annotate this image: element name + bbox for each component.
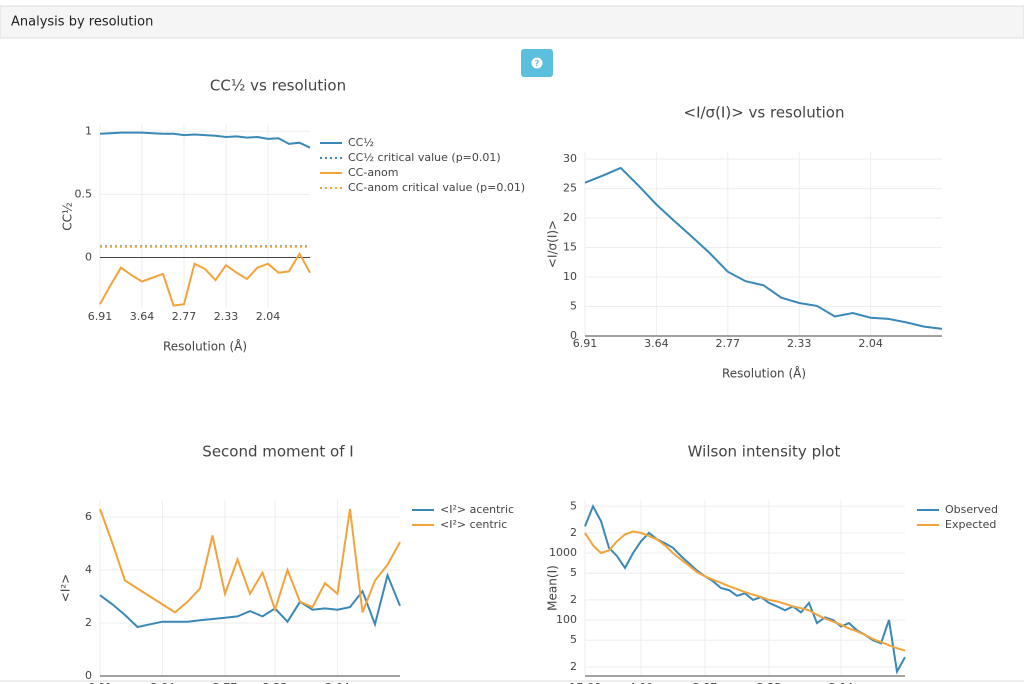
y-tick-label: 2 — [570, 660, 577, 673]
x-tick-label: 2.87 — [693, 681, 718, 684]
x-tick-label: 2.33 — [214, 310, 239, 323]
y-tick-label: 25 — [563, 182, 577, 195]
x-tick-label: 6.91 — [88, 681, 113, 684]
chart-title: CC½ vs resolution — [210, 77, 346, 95]
y-axis-title: <I/σ(I)> — [546, 220, 560, 268]
x-tick-label: 2.04 — [325, 681, 350, 684]
x-tick-label: 3.64 — [130, 310, 155, 323]
chart-title: Second moment of I — [202, 443, 353, 461]
y-tick-label: 10 — [563, 270, 577, 283]
x-tick-label: 2.77 — [213, 681, 238, 684]
y-tick-label: 4 — [85, 563, 92, 576]
y-tick-label: 6 — [85, 510, 92, 523]
x-tick-label: 2.04 — [256, 310, 281, 323]
x-tick-label: 4.00 — [629, 681, 654, 684]
y-axis-title: CC½ — [61, 202, 75, 230]
panel-title: Analysis by resolution — [11, 15, 153, 30]
x-tick-label: 2.04 — [829, 681, 854, 684]
help-icon-text[interactable]: ? — [535, 59, 540, 68]
series-line — [584, 166, 943, 330]
legend-label: Expected — [945, 518, 996, 531]
series-line — [99, 572, 401, 629]
x-tick-label: 2.33 — [787, 337, 812, 350]
y-tick-label: 1000 — [549, 546, 577, 559]
x-axis-title: Resolution (Å) — [163, 339, 247, 354]
chart-title: <I/σ(I)> vs resolution — [684, 104, 845, 122]
legend-label: CC-anom — [348, 166, 399, 179]
y-tick-label: 2 — [570, 593, 577, 606]
y-tick-label: 1 — [85, 124, 92, 137]
help-button[interactable]: ? — [521, 49, 553, 77]
y-tick-label: 0 — [85, 251, 92, 264]
x-tick-label: 17.66 — [569, 681, 601, 684]
y-tick-label: 2 — [570, 526, 577, 539]
legend-label: CC½ — [348, 136, 374, 149]
help-icon[interactable] — [531, 57, 543, 69]
legend-label: Observed — [945, 503, 998, 516]
y-tick-label: 15 — [563, 241, 577, 254]
series-line — [584, 503, 906, 675]
x-tick-label: 2.77 — [172, 310, 197, 323]
legend-label: <I²> centric — [440, 518, 507, 531]
y-tick-label: 5 — [570, 566, 577, 579]
x-axis-title: Resolution (Å) — [722, 366, 806, 381]
y-tick-label: 5 — [570, 633, 577, 646]
x-tick-label: 3.64 — [644, 337, 669, 350]
x-tick-label: 3.64 — [150, 681, 175, 684]
legend-label: CC-anom critical value (p=0.01) — [348, 181, 525, 194]
y-tick-label: 5 — [570, 499, 577, 512]
series-line — [99, 508, 401, 614]
x-tick-label: 6.91 — [88, 310, 113, 323]
panel-header — [0, 5, 1024, 39]
x-tick-label: 2.77 — [716, 337, 741, 350]
y-tick-label: 30 — [563, 152, 577, 165]
series-line — [99, 131, 311, 149]
x-tick-label: 6.91 — [573, 337, 598, 350]
y-axis-title: <I²> — [59, 574, 73, 602]
x-tick-label: 2.04 — [858, 337, 883, 350]
y-tick-label: 0 — [85, 669, 92, 682]
y-tick-label: 2 — [85, 616, 92, 629]
legend-label: CC½ critical value (p=0.01) — [348, 151, 501, 164]
chart-title: Wilson intensity plot — [688, 443, 841, 461]
legend-label: <I²> acentric — [440, 503, 514, 516]
y-tick-label: 5 — [570, 300, 577, 313]
y-tick-label: 100 — [556, 613, 577, 626]
x-tick-label: 2.33 — [263, 681, 288, 684]
series-line — [584, 530, 906, 652]
y-axis-title: Mean(I) — [546, 565, 560, 611]
y-tick-label: 0 — [570, 329, 577, 342]
y-tick-label: 0.5 — [75, 187, 93, 200]
x-tick-label: 2.35 — [757, 681, 782, 684]
y-tick-label: 20 — [563, 211, 577, 224]
series-line — [99, 251, 311, 307]
